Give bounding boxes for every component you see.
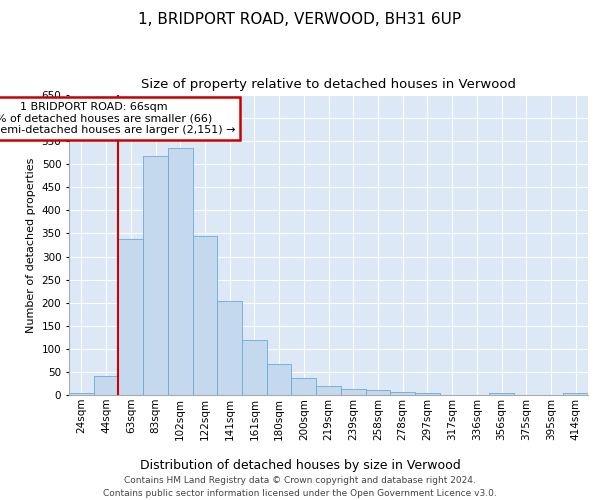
Bar: [69, 392, 94, 395]
Y-axis label: Number of detached properties: Number of detached properties: [26, 158, 36, 332]
Title: Size of property relative to detached houses in Verwood: Size of property relative to detached ho…: [141, 78, 516, 91]
Bar: [168, 148, 193, 395]
Bar: [390, 392, 415, 395]
Bar: [193, 236, 217, 395]
Bar: [242, 340, 267, 395]
Text: Distribution of detached houses by size in Verwood: Distribution of detached houses by size …: [140, 460, 460, 472]
Bar: [143, 156, 168, 395]
Bar: [365, 390, 390, 395]
Text: Contains HM Land Registry data © Crown copyright and database right 2024.
Contai: Contains HM Land Registry data © Crown c…: [103, 476, 497, 498]
Bar: [341, 389, 365, 395]
Bar: [563, 392, 588, 395]
Bar: [118, 239, 143, 395]
Bar: [217, 302, 242, 395]
Bar: [292, 378, 316, 395]
Bar: [267, 364, 292, 395]
Text: 1, BRIDPORT ROAD, VERWOOD, BH31 6UP: 1, BRIDPORT ROAD, VERWOOD, BH31 6UP: [139, 12, 461, 28]
Bar: [316, 386, 341, 395]
Bar: [489, 392, 514, 395]
Bar: [415, 392, 440, 395]
Bar: [94, 376, 118, 395]
Text: 1 BRIDPORT ROAD: 66sqm
← 3% of detached houses are smaller (66)
97% of semi-deta: 1 BRIDPORT ROAD: 66sqm ← 3% of detached …: [0, 102, 235, 135]
